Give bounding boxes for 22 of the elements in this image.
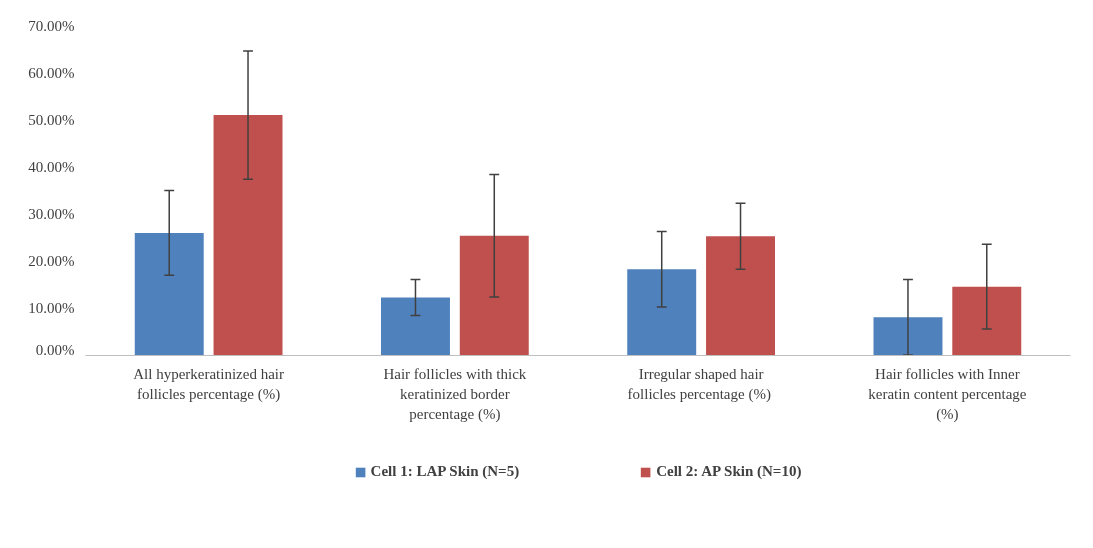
bar xyxy=(873,317,943,356)
y-tick-label: 10.00% xyxy=(28,300,75,317)
legend-label: Cell 1: LAP Skin (N=5) xyxy=(370,463,520,480)
bar xyxy=(134,232,204,356)
legend-label: Cell 2: AP Skin (N=10) xyxy=(656,463,802,480)
y-tick-label: 60.00% xyxy=(28,64,75,81)
x-tick-label: Hair follicles with Inner keratin content percentage (%) xyxy=(868,365,1027,423)
x-tick-label: All hyperkeratinized hair follicles percentage (%) xyxy=(133,365,285,403)
bar xyxy=(213,115,283,356)
y-tick-label: 20.00% xyxy=(28,253,75,270)
bar xyxy=(706,236,775,356)
x-tick-label: Hair follicles with thick keratinized border percentage (%) xyxy=(383,365,527,423)
bar xyxy=(952,286,1022,356)
y-tick-label: 0.00% xyxy=(35,341,75,358)
x-tick-label: Irregular shaped hair follicles percentage (%) xyxy=(627,365,771,403)
bar xyxy=(459,235,529,356)
y-tick-label: 40.00% xyxy=(28,158,75,175)
y-tick-label: 30.00% xyxy=(28,206,75,223)
y-tick-label: 50.00% xyxy=(28,111,75,128)
y-tick-label: 70.00% xyxy=(28,17,75,34)
bar xyxy=(627,269,697,356)
bar xyxy=(381,297,450,356)
